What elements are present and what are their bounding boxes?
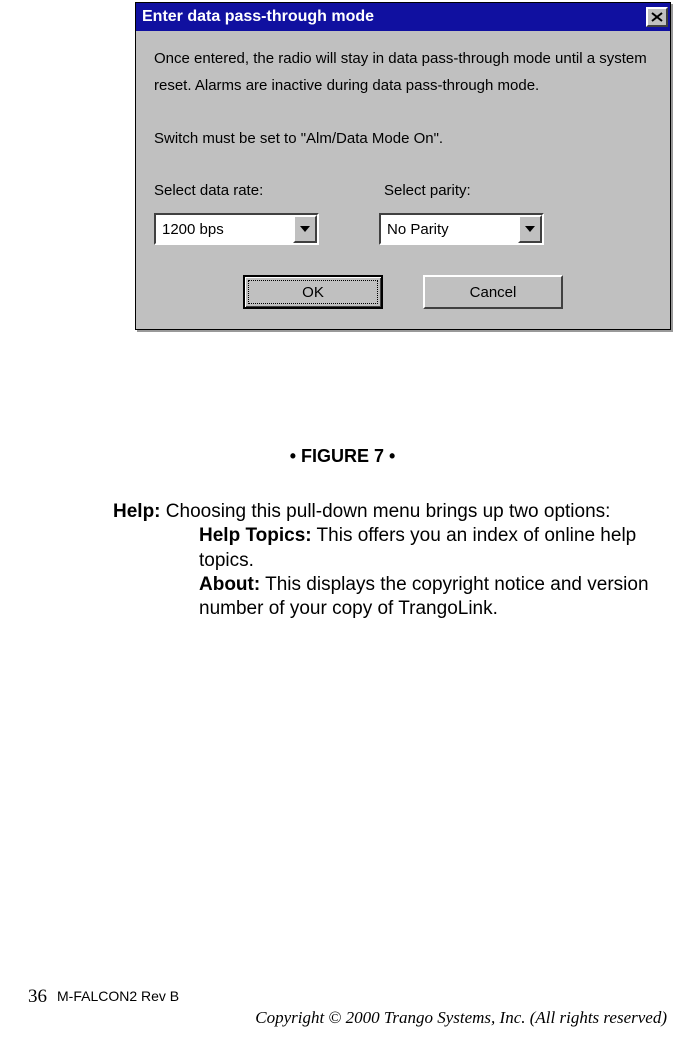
label-data-rate: Select data rate: — [154, 182, 314, 199]
ok-button[interactable]: OK — [243, 275, 383, 309]
dialog-body: Once entered, the radio will stay in dat… — [136, 31, 670, 329]
about-paragraph: About: This displays the copyright notic… — [113, 573, 673, 622]
dialog-window: Enter data pass-through mode Once entere… — [135, 2, 671, 330]
close-icon — [651, 10, 663, 24]
document-page: Enter data pass-through mode Once entere… — [0, 0, 685, 1050]
help-body: Choosing this pull-down menu brings up t… — [161, 501, 611, 522]
data-rate-combo[interactable]: 1200 bps — [154, 213, 319, 245]
footer-revision: M-FALCON2 Rev B — [57, 988, 179, 1004]
cancel-button-label: Cancel — [470, 284, 517, 301]
chevron-down-icon — [300, 226, 310, 232]
combos-row: 1200 bps No Parity — [154, 213, 652, 245]
figure-caption: • FIGURE 7 • — [0, 446, 685, 467]
dialog-buttons-row: OK Cancel — [154, 275, 652, 309]
parity-value: No Parity — [381, 221, 518, 238]
help-label: Help: — [113, 501, 161, 522]
ok-button-label: OK — [302, 284, 324, 301]
data-rate-dropdown-button[interactable] — [293, 215, 317, 243]
parity-combo[interactable]: No Parity — [379, 213, 544, 245]
chevron-down-icon — [525, 226, 535, 232]
about-label: About: — [199, 574, 260, 595]
help-topics-label: Help Topics: — [199, 525, 312, 546]
page-number: 36 — [28, 986, 47, 1008]
dialog-description-1: Once entered, the radio will stay in dat… — [154, 45, 652, 99]
field-labels-row: Select data rate: Select parity: — [154, 182, 652, 199]
dialog-titlebar: Enter data pass-through mode — [136, 3, 670, 31]
data-rate-value: 1200 bps — [156, 221, 293, 238]
label-parity: Select parity: — [384, 182, 471, 199]
dialog-description-2: Switch must be set to "Alm/Data Mode On"… — [154, 125, 652, 152]
dialog-title: Enter data pass-through mode — [142, 8, 646, 26]
cancel-button[interactable]: Cancel — [423, 275, 563, 309]
body-text: Help: Choosing this pull-down menu bring… — [113, 500, 673, 622]
about-body: This displays the copyright notice and v… — [199, 574, 649, 619]
help-topics-paragraph: Help Topics: This offers you an index of… — [113, 524, 673, 573]
footer-copyright: Copyright © 2000 Trango Systems, Inc. (A… — [255, 1008, 667, 1028]
close-button[interactable] — [646, 7, 668, 27]
parity-dropdown-button[interactable] — [518, 215, 542, 243]
help-paragraph: Help: Choosing this pull-down menu bring… — [113, 500, 673, 524]
